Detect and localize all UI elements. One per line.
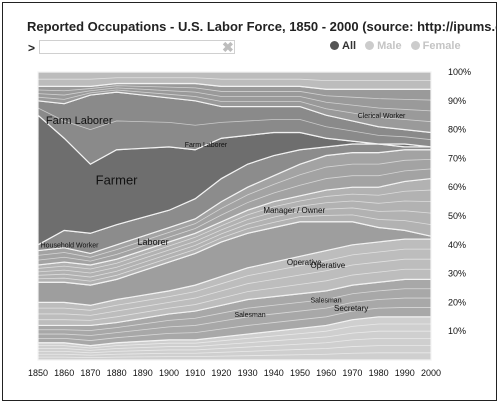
y-tick-label: 60% [448,182,466,192]
band-texture-line [38,338,431,354]
band-texture-line [37,87,432,112]
x-tick-label: 1880 [107,368,127,378]
area-label: Laborer [138,237,169,247]
area-label: Clerical Worker [358,113,406,120]
chart-frame: Reported Occupations - U.S. Labor Force,… [2,2,497,401]
y-tick-label: 10% [448,326,466,336]
band-texture-line [38,323,431,349]
x-tick-label: 1980 [369,368,389,378]
y-tick-label: 50% [448,211,466,221]
area-label: Operative [287,258,322,267]
x-tick-label: 1950 [290,368,310,378]
band-texture-line [38,248,431,311]
band-texture-line [38,258,431,316]
band-texture-line [37,89,432,123]
x-tick-label: 1990 [395,368,415,378]
band-texture-line [38,352,431,359]
band-texture-line [38,345,431,356]
area-label: Farm Laborer [185,142,228,149]
legend-dot-male [365,41,375,50]
band-texture-line [37,107,432,141]
legend-label-female: Female [422,40,461,52]
legend-item-male[interactable]: Male [365,40,402,52]
band-texture-line [37,207,432,278]
y-tick-label: 20% [448,297,466,307]
x-tick-label: 1970 [342,368,362,378]
area-label: Secretary [334,304,368,313]
x-tick-label: 1850 [28,368,48,378]
y-tick-label: 100% [448,67,471,77]
x-tick-label: 1870 [80,368,100,378]
close-icon[interactable]: ✖ [222,39,234,55]
area-label: Operative [310,261,345,270]
y-tick-label: 90% [448,96,466,106]
x-tick-label: 1900 [159,368,179,378]
band-texture-line [37,189,432,270]
area-label: Farmer [96,172,139,187]
legend-label-all: All [342,40,357,52]
legend-item-female[interactable]: Female [410,40,461,52]
x-tick-label: 1910 [185,368,205,378]
x-tick-label: 1860 [54,368,74,378]
x-tick-label: 1940 [264,368,284,378]
area-label: Salesman [235,312,266,319]
band-texture-line [37,200,432,274]
legend-dot-all [330,41,339,50]
band-texture-line [37,214,432,282]
band-texture-line [37,85,432,101]
y-tick-label: 30% [448,269,466,279]
y-tick-label: 70% [448,153,466,163]
band-texture-line [38,297,431,336]
legend-item-all[interactable]: All [330,40,356,52]
chart-title: Reported Occupations - U.S. Labor Force,… [27,19,497,34]
area-label: Household Worker [41,243,100,250]
area-label: Manager / Owner [263,206,325,215]
area-band-other-upper [37,71,432,90]
legend-label-male: Male [377,40,402,52]
band-texture-line [38,330,431,351]
search-prompt: > [28,41,36,55]
y-tick-label: 40% [448,240,466,250]
search-input[interactable] [39,40,235,54]
area-label: Salesman [310,297,341,304]
x-tick-label: 1930 [238,368,258,378]
band-texture-line [37,158,432,258]
legend: All Male Female [330,40,467,52]
band-texture-line [38,307,431,341]
y-tick-label: 80% [448,125,466,135]
stacked-area-chart: 10% 20% 30% 40% 50% 60% 70% 80% 90% 100% 1850 1860 1… [28,67,471,378]
x-tick-label: 1960 [316,368,336,378]
legend-dot-female [410,41,420,50]
band-texture-line [38,77,431,82]
band-texture-line [38,268,431,321]
band-texture-line [37,168,432,262]
x-tick-label: 2000 [421,368,441,378]
x-tick-label: 1890 [133,368,153,378]
band-texture-line [38,288,431,331]
area-label: Farm Laborer [46,115,113,127]
x-tick-label: 1920 [211,368,231,378]
